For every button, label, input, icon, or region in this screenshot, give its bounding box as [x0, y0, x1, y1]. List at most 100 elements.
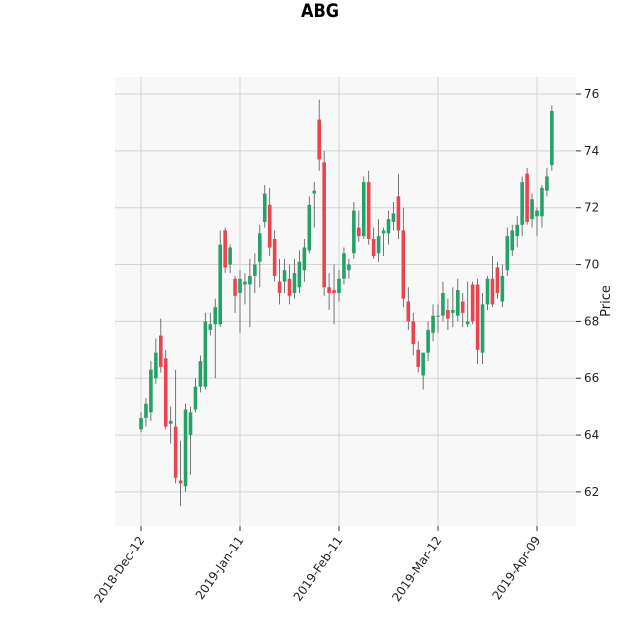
candle-body	[515, 224, 519, 237]
candle-body	[292, 273, 297, 293]
candle-body	[154, 352, 158, 379]
candle-body	[168, 420, 173, 424]
y-tick-label: 66	[584, 371, 599, 385]
x-axis: 2018-Dec-12 2019-Jan-11 2019-Feb-11 2019-Ma…	[91, 526, 543, 605]
candle-body	[178, 480, 183, 484]
candle-body	[163, 358, 168, 427]
candle-body	[317, 119, 321, 160]
candle-body	[411, 321, 416, 345]
candle-body	[332, 290, 336, 293]
y-tick-label: 76	[584, 87, 599, 101]
candle-body	[173, 426, 178, 478]
candle-body	[297, 261, 302, 288]
candle-body	[327, 287, 331, 293]
candle-body	[401, 230, 406, 299]
candle-body	[188, 412, 193, 436]
candle-body	[391, 213, 396, 222]
y-tick-label: 64	[584, 428, 599, 442]
candle-body	[416, 349, 420, 367]
x-tick-label: 2019-Apr-09	[489, 534, 543, 603]
candle-body	[530, 199, 534, 220]
candle-body	[258, 233, 262, 262]
candle-body	[347, 264, 351, 271]
candle-body	[381, 230, 386, 234]
x-tick-label: 2018-Dec-12	[91, 534, 147, 606]
candle-body	[243, 281, 247, 285]
candle-body	[352, 210, 356, 254]
candle-body	[342, 253, 346, 279]
grid-lines	[115, 77, 576, 526]
candle-body	[183, 409, 188, 487]
candle-body	[139, 418, 143, 430]
candle-body	[451, 310, 455, 313]
candles	[139, 99, 554, 507]
x-tick-label: 2019-Mar-12	[389, 534, 444, 605]
candle-body	[366, 182, 371, 239]
y-axis-label: Price	[599, 285, 614, 317]
candle-body	[520, 182, 524, 225]
candle-body	[307, 204, 312, 251]
candle-body	[441, 292, 445, 316]
candle-body	[267, 204, 272, 248]
candle-body	[218, 244, 222, 325]
candle-body	[550, 111, 554, 166]
candle-body	[312, 190, 317, 194]
candle-body	[361, 182, 366, 237]
candle-body	[277, 281, 282, 293]
candle-body	[406, 301, 411, 322]
candle-body	[386, 219, 391, 234]
candle-body	[535, 210, 539, 217]
candle-body	[322, 162, 326, 288]
candle-body	[426, 329, 430, 353]
y-axis: 62 64 66 68 70 72 74 76	[576, 87, 599, 499]
candle-body	[228, 247, 232, 265]
candle-body	[262, 193, 267, 222]
candle-body	[485, 278, 490, 305]
candle-body	[238, 278, 242, 293]
candle-body	[500, 275, 505, 302]
y-tick-label: 62	[584, 485, 599, 499]
candle-body	[357, 227, 361, 237]
candle-body	[223, 230, 227, 268]
y-tick-label: 72	[584, 201, 599, 215]
candle-body	[144, 403, 148, 419]
candle-body	[203, 321, 208, 387]
y-tick-label: 70	[584, 258, 599, 272]
candle-body	[233, 278, 237, 296]
y-tick-label: 74	[584, 144, 599, 158]
candle-body	[436, 315, 440, 317]
candle-body	[490, 278, 495, 305]
candle-body	[287, 278, 292, 296]
candle-body	[475, 284, 480, 350]
candle-body	[460, 301, 465, 313]
candle-body	[505, 236, 510, 271]
candle-body	[396, 196, 401, 231]
chart-title: ABG	[300, 0, 340, 22]
candle-body	[253, 264, 257, 276]
candle-body	[510, 230, 515, 251]
plot-area	[115, 77, 576, 526]
candle-body	[248, 275, 252, 285]
candle-body	[302, 247, 307, 271]
candle-body	[337, 278, 341, 293]
candle-body	[470, 284, 475, 322]
candle-body	[149, 369, 153, 413]
candle-body	[371, 238, 376, 257]
x-tick-label: 2019-Jan-11	[193, 534, 247, 602]
candle-body	[465, 321, 470, 325]
candle-body	[545, 176, 549, 191]
candle-body	[431, 315, 435, 333]
candle-body	[480, 304, 485, 353]
candle-body	[272, 238, 277, 276]
candle-body	[495, 267, 500, 293]
x-tick-label: 2019-Feb-11	[291, 534, 346, 604]
candle-body	[525, 173, 529, 222]
candle-body	[213, 307, 218, 325]
candle-body	[421, 352, 425, 376]
candle-body	[376, 236, 381, 254]
candle-body	[446, 310, 450, 319]
candle-body	[282, 270, 287, 282]
candle-body	[540, 187, 544, 217]
candle-body	[193, 386, 198, 410]
